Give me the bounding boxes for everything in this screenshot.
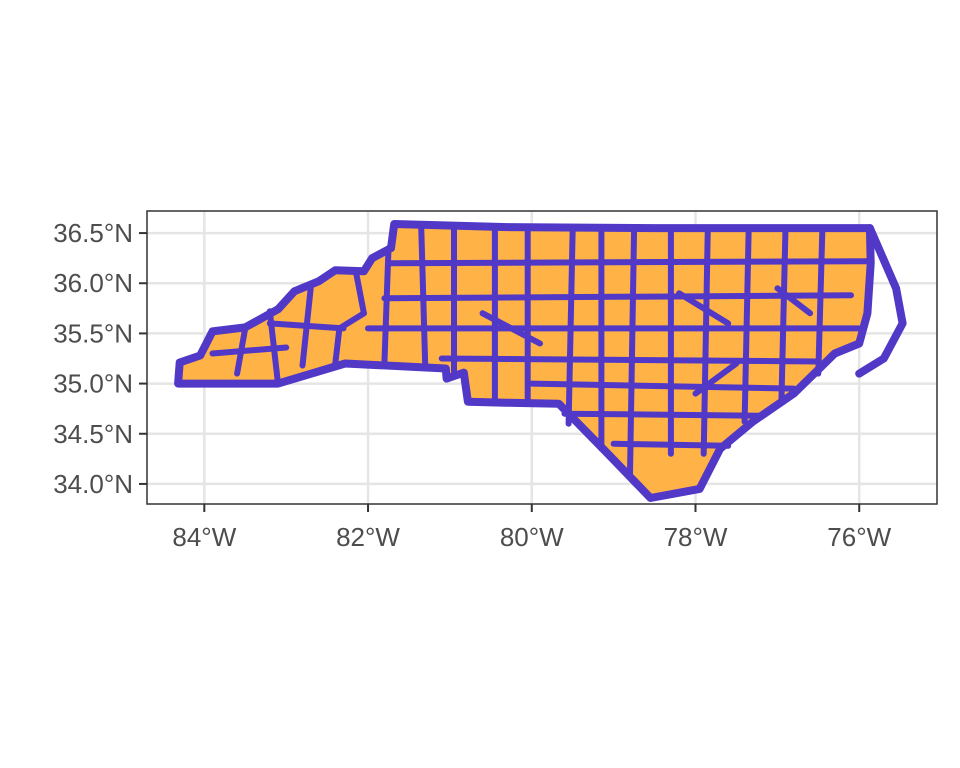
county-border — [741, 225, 752, 425]
axes: 84°W 82°W 80°W 78°W 76°W 34.0°N 34.5°N 35.0°N 35… — [53, 218, 891, 552]
x-tick-label: 76°W — [827, 522, 891, 552]
county-border — [774, 285, 814, 317]
county-border — [676, 290, 732, 327]
y-tick-label: 35.0°N — [53, 369, 133, 399]
county-border — [815, 225, 826, 377]
x-tick-label: 82°W — [336, 522, 400, 552]
county-border — [385, 258, 873, 267]
state-border — [174, 220, 875, 502]
plot-panel-border — [146, 210, 938, 505]
y-tick-label: 34.0°N — [53, 469, 133, 499]
y-tick-label: 36.0°N — [53, 268, 133, 298]
county-border — [479, 310, 543, 347]
county-border — [561, 410, 764, 419]
county-border — [381, 292, 854, 302]
county-border — [381, 245, 392, 367]
county-border — [266, 320, 347, 332]
county-border — [352, 268, 367, 317]
y-tick-label: 35.5°N — [53, 318, 133, 348]
outer-banks-border — [855, 224, 907, 378]
x-tick-label: 78°W — [664, 522, 728, 552]
county-border — [438, 355, 822, 365]
county-border — [528, 380, 797, 392]
county-border — [209, 344, 290, 357]
x-tick-label: 80°W — [500, 522, 564, 552]
county-border — [610, 440, 732, 449]
county-map — [174, 220, 907, 502]
y-tick-label: 34.5°N — [53, 419, 133, 449]
county-border — [627, 225, 638, 477]
county-border — [332, 325, 343, 367]
x-tick-label: 84°W — [172, 522, 236, 552]
county-border — [692, 360, 740, 397]
y-tick-label: 36.5°N — [53, 218, 133, 248]
county-border — [778, 225, 789, 402]
